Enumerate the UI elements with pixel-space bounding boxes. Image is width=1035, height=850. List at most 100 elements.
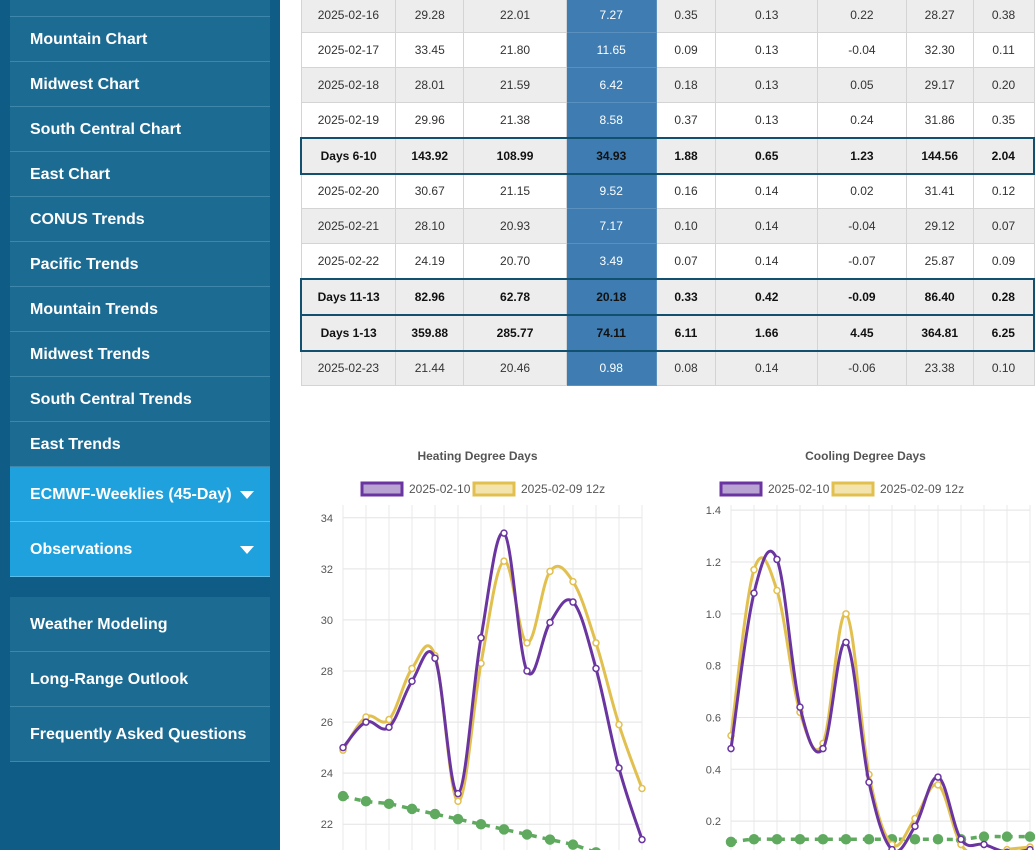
sidebar-item-ecmwf-weeklies[interactable]: ECMWF-Weeklies (45-Day) bbox=[10, 467, 270, 522]
data-point bbox=[865, 778, 873, 787]
data-point bbox=[980, 840, 988, 849]
chart-legend: 2025-02-10 00z 2025-02-09 12z bbox=[719, 481, 964, 497]
sidebar-item-south-central-trends[interactable]: South Central Trends bbox=[10, 377, 270, 422]
data-point bbox=[1026, 845, 1034, 850]
table-cell: 0.65 bbox=[715, 136, 819, 175]
sidebar-item-long-range-outlook[interactable]: Long-Range Outlook bbox=[10, 652, 270, 707]
table-cell: 0.13 bbox=[715, 32, 819, 68]
data-point bbox=[431, 654, 439, 662]
series-line bbox=[729, 549, 1031, 850]
table-cell: 24.19 bbox=[395, 243, 465, 279]
table-cell: 0.14 bbox=[715, 350, 819, 386]
table-row: 2025-02-23 21.44 20.46 0.98 0.08 0.14 -0.06 23.… bbox=[300, 350, 1035, 386]
sidebar-item-midwest-trends[interactable]: Midwest Trends bbox=[10, 332, 270, 377]
chevron-down-icon bbox=[240, 491, 254, 499]
sidebar-item-midwest-chart[interactable]: Midwest Chart bbox=[10, 62, 270, 107]
series-line bbox=[729, 556, 1031, 850]
table-cell: 1.88 bbox=[655, 136, 717, 175]
sidebar-item-conus-trends[interactable]: CONUS Trends bbox=[10, 197, 270, 242]
data-point bbox=[638, 835, 646, 844]
y-tick-label: 34 bbox=[321, 513, 333, 525]
chart-title: Cooling Degree Days bbox=[805, 449, 926, 463]
table-cell: 7.27 bbox=[565, 0, 657, 33]
sidebar-item-mountain-chart[interactable]: Mountain Chart bbox=[10, 17, 270, 62]
table-cell: 20.46 bbox=[463, 350, 567, 386]
data-point bbox=[911, 822, 919, 831]
series-run-1 bbox=[339, 557, 646, 806]
table-cell: -0.04 bbox=[817, 32, 907, 68]
data-point bbox=[909, 834, 921, 845]
table-cell-date: Days 11-13 bbox=[300, 277, 397, 316]
table-cell: 34.93 bbox=[565, 136, 657, 175]
table-cell: 108.99 bbox=[463, 136, 567, 175]
data-point bbox=[863, 834, 875, 845]
series-normal bbox=[725, 831, 1035, 848]
legend-swatch bbox=[719, 481, 763, 497]
data-point bbox=[498, 824, 510, 835]
data-point bbox=[406, 803, 418, 815]
table-cell: 0.35 bbox=[655, 0, 717, 33]
table-cell-date: 2025-02-22 bbox=[300, 243, 397, 279]
table-cell: 31.86 bbox=[905, 102, 974, 138]
sidebar-item-east-trends[interactable]: East Trends bbox=[10, 422, 270, 467]
data-point bbox=[773, 586, 781, 595]
table-cell: 0.13 bbox=[715, 67, 819, 103]
data-point bbox=[934, 781, 942, 789]
table-cell-date: Days 1-13 bbox=[300, 313, 397, 352]
table-row: 2025-02-16 29.28 22.01 7.27 0.35 0.13 0.22 28.2… bbox=[300, 0, 1035, 33]
table-cell: 29.17 bbox=[905, 67, 974, 103]
y-tick-label: 22 bbox=[321, 819, 333, 831]
data-point bbox=[523, 639, 531, 647]
table-cell: 28.01 bbox=[395, 67, 465, 103]
table-cell: 0.18 bbox=[655, 67, 717, 103]
data-point bbox=[1024, 831, 1035, 842]
data-point bbox=[339, 743, 347, 752]
table-cell-date: 2025-02-20 bbox=[300, 173, 397, 209]
y-tick-label: 30 bbox=[321, 615, 333, 627]
series-line bbox=[341, 559, 644, 803]
table-cell: 21.44 bbox=[395, 350, 465, 386]
sidebar-item-mountain-trends[interactable]: Mountain Trends bbox=[10, 287, 270, 332]
legend-label: 2025-02-10 00z bbox=[409, 482, 493, 496]
table-cell: 0.10 bbox=[655, 208, 717, 244]
table-cell: 0.09 bbox=[972, 243, 1035, 279]
data-point bbox=[888, 845, 896, 850]
table-cell: 1.66 bbox=[715, 313, 819, 352]
summary-row: Days 11-13 82.96 62.78 20.18 0.33 0.42 -0.09 86… bbox=[300, 277, 1035, 316]
sidebar-item-weather-modeling[interactable]: Weather Modeling bbox=[10, 597, 270, 652]
cooling-degree-days-chart: Cooling Degree Days 2025-02-10 00z 2025-02… bbox=[706, 449, 1035, 850]
table-cell: -0.09 bbox=[817, 277, 907, 316]
data-point bbox=[385, 723, 393, 731]
summary-row: Days 1-13 359.88 285.77 74.11 6.11 1.66 4.45 36… bbox=[300, 313, 1035, 352]
table-cell: 0.37 bbox=[655, 102, 717, 138]
data-point bbox=[477, 634, 485, 642]
table-cell: 0.20 bbox=[972, 67, 1035, 103]
table-cell: 0.14 bbox=[715, 243, 819, 279]
series-normal bbox=[337, 790, 601, 850]
data-point bbox=[523, 667, 531, 675]
table-cell: 0.16 bbox=[655, 173, 717, 209]
data-point bbox=[569, 598, 577, 606]
data-point bbox=[452, 813, 464, 825]
sidebar-item-east-chart[interactable]: East Chart bbox=[10, 152, 270, 197]
sidebar-item-pacific-trends[interactable]: Pacific Trends bbox=[10, 242, 270, 287]
table-cell: 9.52 bbox=[565, 173, 657, 209]
y-tick-label: 0.4 bbox=[706, 764, 721, 776]
table-cell-date: 2025-02-19 bbox=[300, 102, 397, 138]
table-cell: 0.28 bbox=[972, 277, 1035, 316]
table-cell: 28.10 bbox=[395, 208, 465, 244]
table-cell: 31.41 bbox=[905, 173, 974, 209]
data-point bbox=[957, 835, 965, 844]
table-cell: 0.14 bbox=[715, 208, 819, 244]
table-row: 2025-02-19 29.96 21.38 8.58 0.37 0.13 0.24 31.8… bbox=[300, 102, 1035, 138]
sidebar-item-observations[interactable]: Observations bbox=[10, 522, 270, 577]
y-tick-label: 1.2 bbox=[706, 557, 721, 569]
data-point bbox=[360, 796, 372, 807]
table-cell: 74.11 bbox=[565, 313, 657, 352]
sidebar-item-faq[interactable]: Frequently Asked Questions bbox=[10, 707, 270, 762]
sidebar-item-label: Observations bbox=[30, 541, 133, 558]
sidebar-item-south-central-chart[interactable]: South Central Chart bbox=[10, 107, 270, 152]
table-cell: 1.23 bbox=[817, 136, 907, 175]
sidebar-item-pacific-chart[interactable]: Pacific Chart bbox=[10, 0, 270, 17]
